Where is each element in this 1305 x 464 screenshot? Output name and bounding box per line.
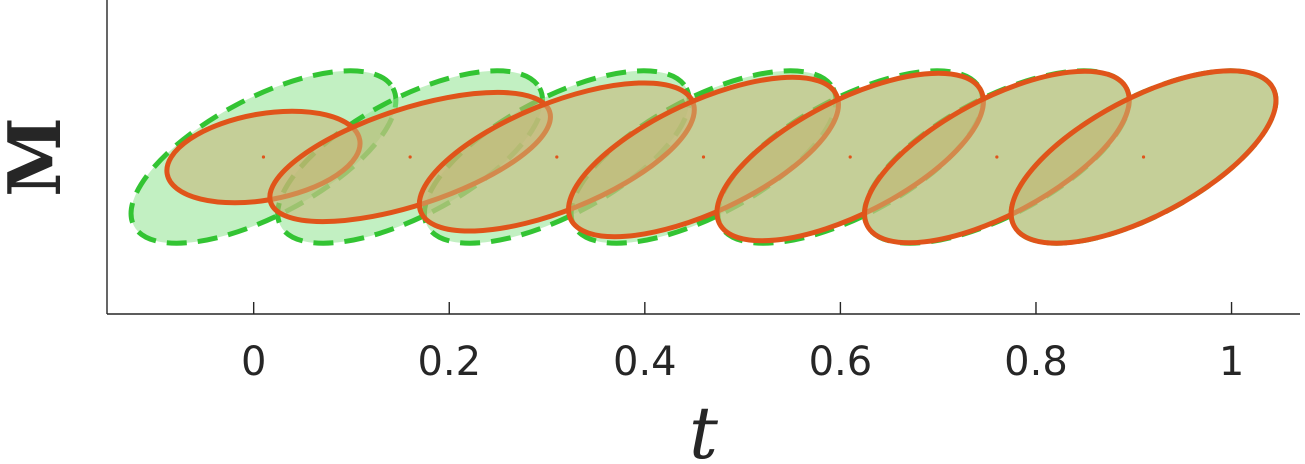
center-marker-3 (701, 155, 706, 159)
center-marker-4 (848, 155, 852, 159)
x-tick-label-2: 0.4 (613, 339, 677, 385)
x-tick-label-3: 0.6 (809, 339, 873, 385)
x-axis-label: t (689, 391, 719, 464)
center-marker-1 (408, 155, 412, 159)
center-markers (261, 155, 1146, 159)
center-marker-5 (995, 155, 999, 159)
x-tick-label-0: 0 (241, 339, 266, 385)
center-marker-6 (1141, 155, 1146, 159)
center-marker-0 (261, 155, 266, 159)
x-axis-ticks: 0 0.2 0.4 0.6 0.8 1 (241, 302, 1244, 385)
plot-area (128, 68, 1279, 246)
x-tick-label-5: 1 (1219, 339, 1244, 385)
y-axis-label: M (0, 117, 77, 197)
x-tick-label-4: 0.8 (1004, 339, 1068, 385)
x-tick-label-1: 0.2 (417, 339, 481, 385)
center-marker-2 (555, 155, 559, 159)
